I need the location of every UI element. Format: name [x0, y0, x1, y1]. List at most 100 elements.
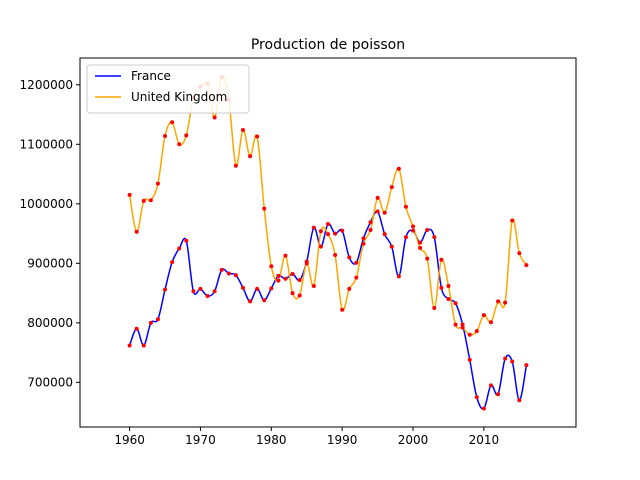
- data-point: [262, 206, 267, 211]
- data-point: [198, 286, 203, 291]
- legend-box: [86, 64, 250, 114]
- series-line-united-kingdom: [128, 75, 528, 336]
- data-point: [510, 218, 515, 223]
- data-point: [517, 251, 522, 256]
- data-point: [481, 406, 486, 411]
- x-tick-label: 1970: [185, 433, 216, 447]
- data-point: [510, 359, 515, 364]
- data-point: [446, 297, 451, 302]
- data-point: [141, 198, 146, 203]
- data-point: [148, 320, 153, 325]
- data-point: [233, 163, 238, 168]
- data-point: [496, 392, 501, 397]
- data-point: [262, 298, 267, 303]
- data-point: [524, 363, 529, 368]
- data-point: [255, 134, 260, 139]
- legend-label: France: [131, 69, 171, 83]
- data-point: [276, 278, 281, 283]
- data-point: [233, 273, 238, 278]
- data-point: [333, 253, 338, 257]
- data-point: [481, 313, 486, 318]
- y-tick-label: 900000: [27, 256, 73, 270]
- x-axis: 1960 1970 1980 1990 2000 2010: [114, 427, 499, 447]
- data-point: [446, 283, 451, 288]
- data-point: [396, 166, 401, 171]
- data-point: [361, 241, 366, 246]
- data-point: [177, 246, 182, 251]
- data-point: [375, 209, 380, 214]
- data-point: [155, 317, 160, 322]
- data-point: [311, 283, 316, 288]
- data-point: [255, 286, 260, 291]
- data-point: [517, 398, 522, 403]
- data-point: [389, 185, 394, 190]
- data-point: [283, 276, 288, 281]
- data-point: [205, 294, 210, 299]
- data-point: [148, 198, 153, 203]
- data-point: [297, 278, 302, 282]
- legend: France United Kingdom: [86, 64, 250, 114]
- data-point: [248, 299, 253, 304]
- data-point: [389, 244, 394, 249]
- series-layer: [128, 75, 528, 410]
- data-point: [439, 257, 444, 262]
- data-point: [354, 260, 359, 265]
- data-point: [304, 261, 309, 266]
- data-point: [311, 225, 316, 230]
- data-point: [290, 291, 295, 296]
- data-point: [163, 287, 168, 292]
- data-point: [418, 245, 423, 250]
- data-point: [432, 305, 437, 310]
- series-line-france: [128, 210, 528, 410]
- data-point: [170, 260, 175, 265]
- data-point: [432, 235, 437, 240]
- y-tick-label: 800000: [27, 316, 73, 330]
- data-point: [375, 195, 380, 200]
- data-point: [127, 343, 132, 348]
- data-point: [467, 357, 472, 362]
- data-point: [212, 289, 217, 294]
- data-point: [503, 300, 508, 305]
- data-point: [524, 263, 529, 268]
- data-point: [411, 228, 416, 233]
- data-point: [361, 236, 366, 241]
- data-point: [212, 115, 217, 120]
- data-point: [326, 232, 330, 237]
- data-point: [347, 286, 352, 291]
- data-point: [382, 210, 387, 215]
- data-point: [425, 256, 430, 261]
- data-point: [340, 307, 345, 312]
- data-point: [248, 154, 253, 159]
- data-point: [184, 238, 189, 243]
- data-point: [453, 301, 458, 306]
- data-point: [141, 343, 146, 348]
- data-point: [163, 133, 168, 138]
- data-point: [453, 322, 458, 327]
- data-point: [318, 229, 323, 234]
- data-point: [496, 299, 501, 304]
- x-tick-label: 1980: [256, 433, 287, 447]
- data-point: [474, 395, 479, 400]
- data-point: [403, 204, 408, 209]
- legend-label: United Kingdom: [131, 90, 227, 104]
- data-point: [467, 332, 472, 337]
- data-point: [354, 275, 359, 280]
- x-tick-label: 2010: [469, 433, 500, 447]
- x-tick-label: 2000: [398, 433, 429, 447]
- y-tick-label: 1200000: [20, 78, 73, 92]
- data-point: [460, 325, 465, 330]
- data-point: [488, 383, 493, 388]
- data-point: [219, 267, 224, 272]
- data-point: [283, 253, 288, 258]
- data-point: [403, 235, 408, 240]
- data-point: [368, 228, 373, 232]
- y-axis: 700000 800000 900000 1000000 1100000 1200000: [20, 78, 80, 389]
- data-point: [276, 273, 281, 278]
- data-point: [134, 326, 139, 331]
- data-point: [191, 289, 196, 294]
- y-tick-label: 1100000: [20, 137, 73, 151]
- data-point: [184, 133, 189, 138]
- data-point: [297, 293, 302, 298]
- data-point: [318, 244, 323, 249]
